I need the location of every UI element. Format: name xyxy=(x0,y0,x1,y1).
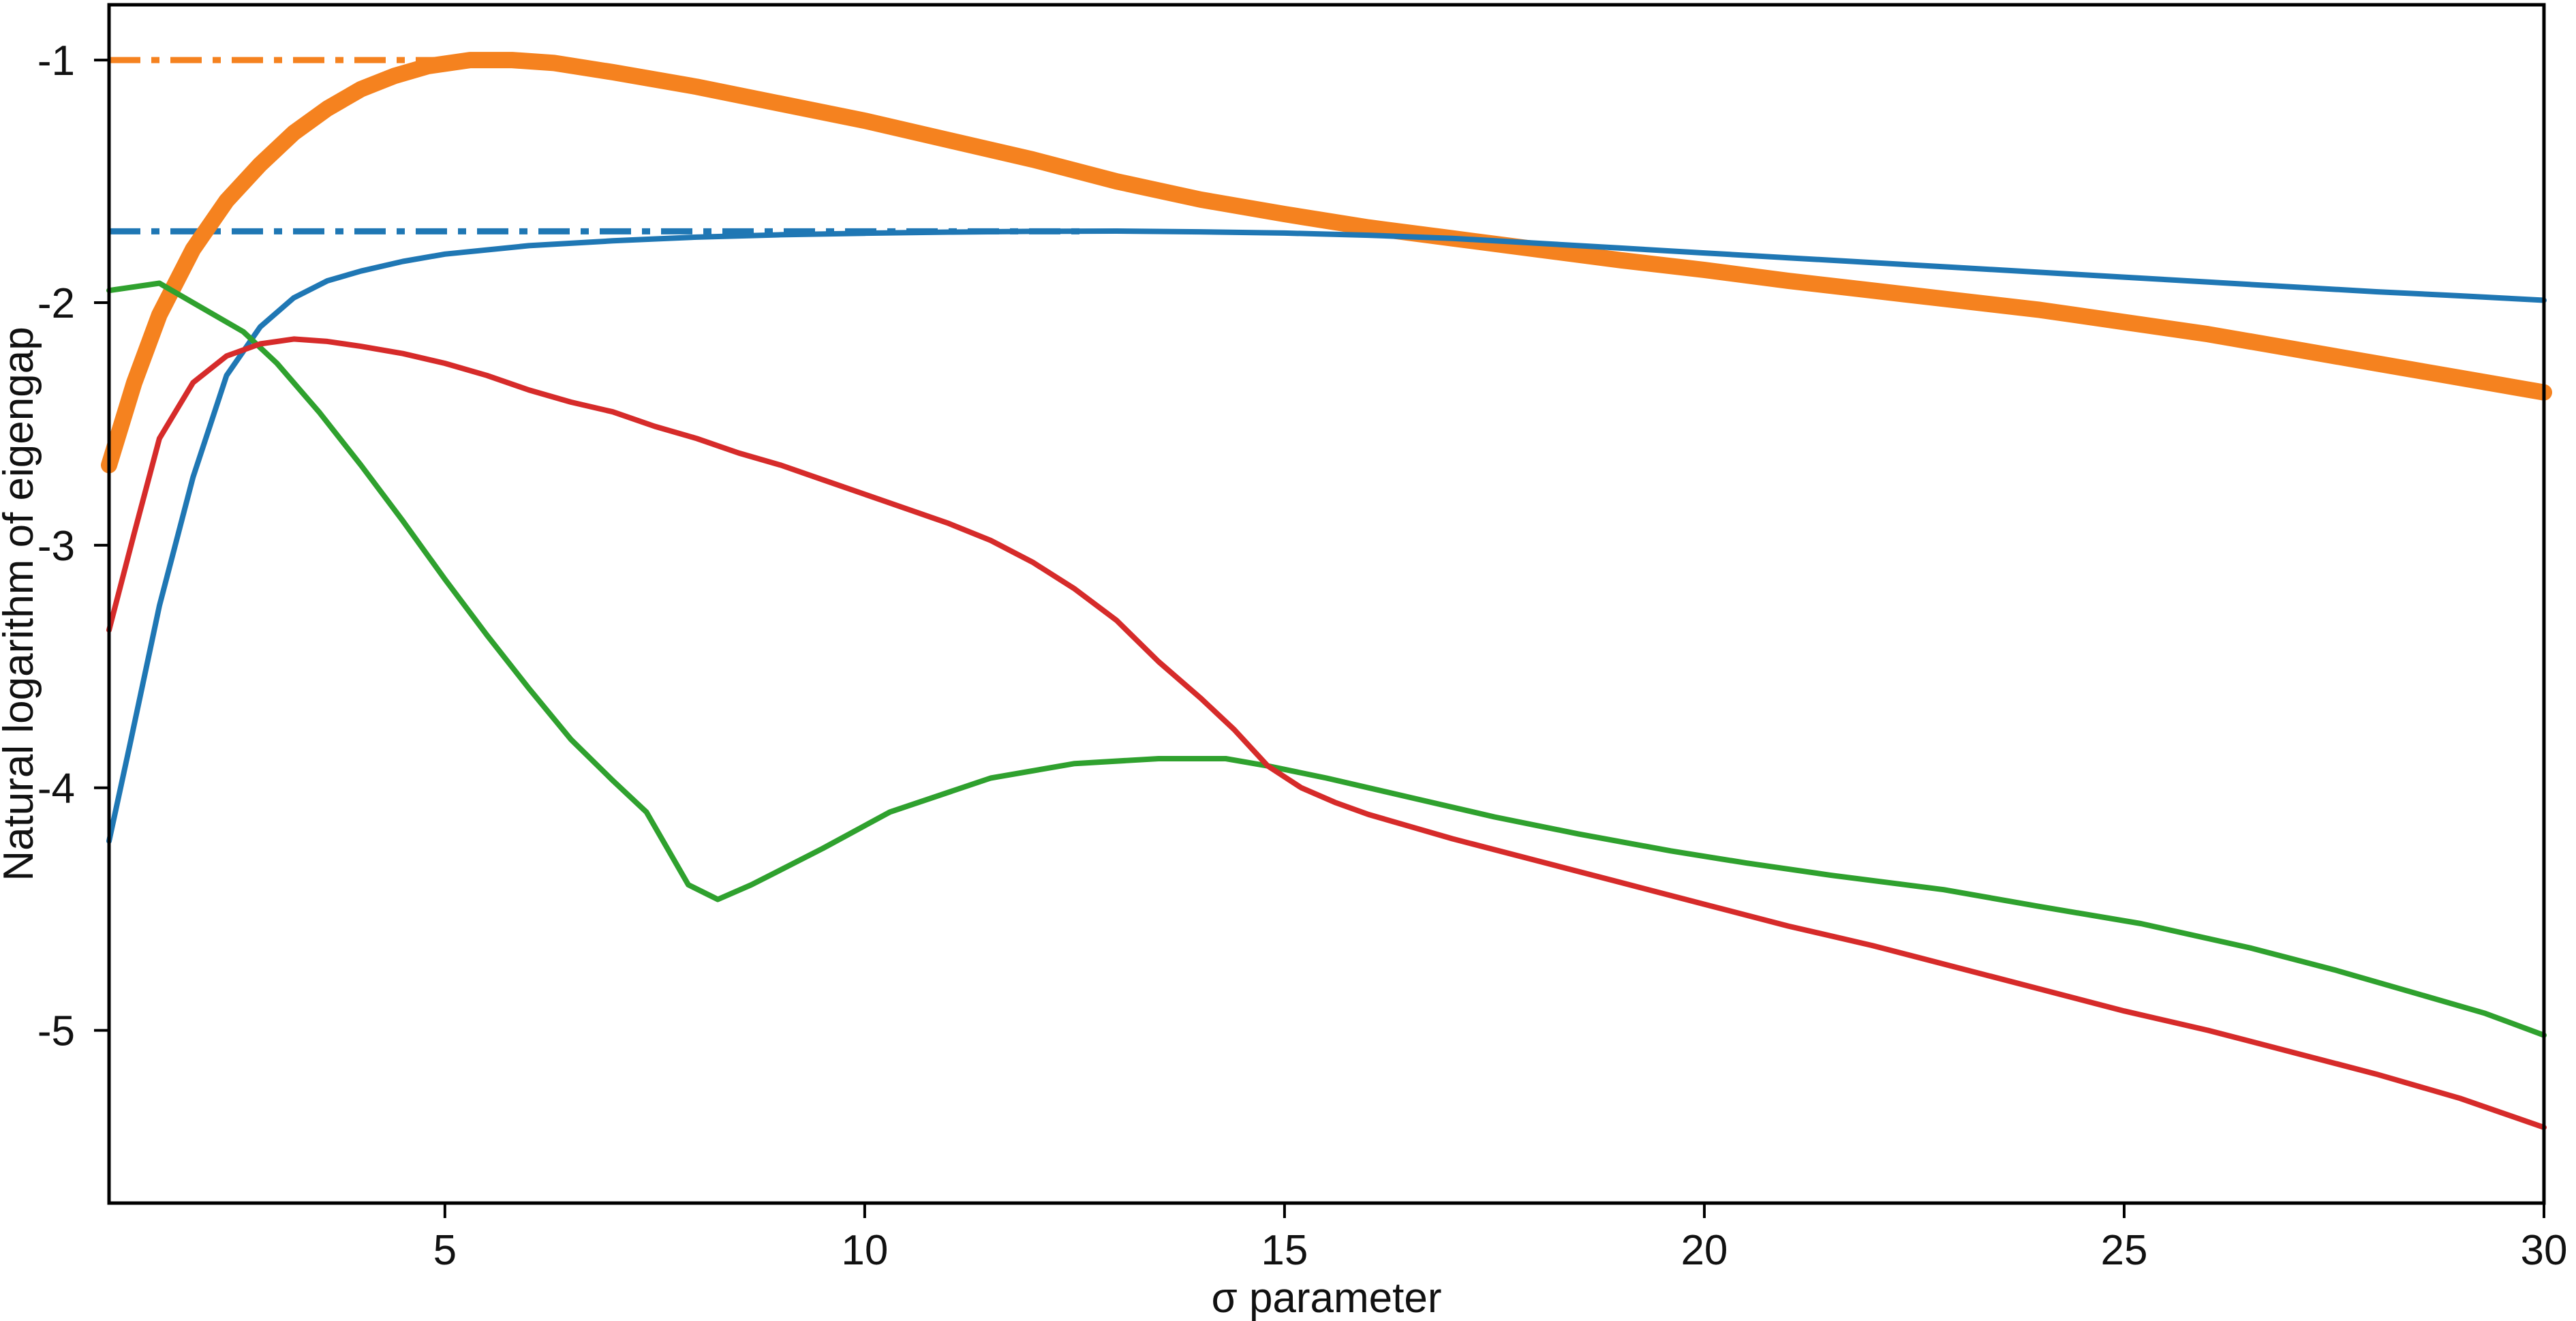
x-tick-label: 15 xyxy=(1261,1227,1308,1274)
y-axis-title: Natural logarithm of eigengap xyxy=(0,327,42,881)
green-curve xyxy=(106,280,2547,1038)
y-tick-label: -1 xyxy=(37,37,75,85)
plot-border xyxy=(107,3,2546,1205)
x-tick-label: 10 xyxy=(841,1227,888,1274)
y-tick-label: -3 xyxy=(37,523,75,570)
orange-curve xyxy=(101,52,2552,474)
red-curve xyxy=(106,336,2547,1130)
x-tick-label: 5 xyxy=(433,1227,457,1274)
series-layer xyxy=(101,52,2552,1130)
axes-layer xyxy=(107,3,2546,1205)
y-tick-label: -4 xyxy=(37,765,75,813)
x-tick-label: 20 xyxy=(1681,1227,1728,1274)
x-axis-title: σ parameter xyxy=(1211,1275,1441,1321)
tick-layer: 5 10 15 20 25 30 -1 -2 -3 -4 -5 xyxy=(37,37,2568,1274)
y-tick-label: -2 xyxy=(37,280,75,327)
blue-curve xyxy=(106,228,2547,844)
y-tick-label: -5 xyxy=(37,1008,75,1055)
x-tick-label: 30 xyxy=(2521,1227,2568,1274)
x-tick-label: 25 xyxy=(2100,1227,2147,1274)
